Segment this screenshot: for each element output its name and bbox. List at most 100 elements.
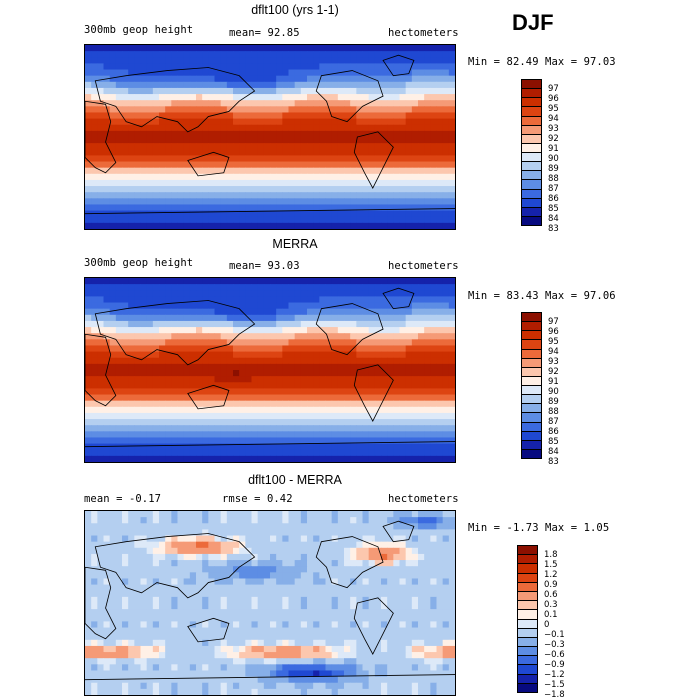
colorbar-tick-label: −0.9 [544,659,565,670]
colorbar-swatch [518,546,537,556]
colorbar-tick-label: −0.3 [544,639,565,650]
colorbar-tick-label: 92 [548,366,559,377]
colorbar-tick-label: 83 [548,456,559,467]
coastline [85,441,455,448]
panel-1-mean-label: mean= 92.85 [229,27,300,39]
colorbar-swatch [522,386,541,396]
colorbar-swatch [522,395,541,405]
colorbar-tick-label: 0.3 [544,599,558,610]
coastline [94,533,256,599]
colorbar-tick-label: −1.2 [544,669,565,680]
panel-2-colorbar [521,312,542,459]
coastline [353,364,394,423]
panel-2-variable-label: 300mb geop height [84,257,194,269]
colorbar-tick-label: −1.8 [544,689,565,700]
colorbar-swatch [518,601,537,611]
colorbar-tick-label: 0.6 [544,589,558,600]
panel-1-title: dflt100 (yrs 1-1) [251,3,339,17]
colorbar-swatch [518,637,537,648]
colorbar-swatch [522,422,541,432]
coastline [187,384,230,410]
panel-3-colorbar-labels: 1.8 1.5 1.2 0.9 0.6 0.3 0.1 0 −0.1 −0.3 −0.6 −0.9 −1… [544,549,565,700]
coastline [315,303,384,356]
colorbar-tick-label: 93 [548,123,559,134]
colorbar-swatch [522,404,541,414]
colorbar-tick-label: 1.5 [544,559,558,570]
colorbar-tick-label: 97 [548,83,559,94]
coastline [85,674,455,681]
coastline [382,287,415,310]
panel-3-mean-label: mean = -0.17 [84,493,162,505]
colorbar-tick-label: 94 [548,113,559,124]
colorbar-swatch [522,331,541,341]
colorbar-swatch [518,582,537,592]
colorbar-tick-label: 88 [548,173,559,184]
panel-1-map [84,44,456,230]
colorbar-tick-label: 87 [548,416,559,427]
colorbar-tick-label: 91 [548,376,559,387]
coastline [85,566,117,640]
colorbar-swatch [522,134,541,144]
coastline [187,617,230,643]
colorbar-tick-label: 1.8 [544,549,558,560]
colorbar-tick-label: 94 [548,346,559,357]
colorbar-tick-label: 87 [548,183,559,194]
coastline [187,151,230,177]
colorbar-swatch [522,189,541,199]
colorbar-swatch [522,376,541,386]
colorbar-swatch [522,80,541,90]
colorbar-swatch [522,413,541,423]
colorbar-swatch [518,628,537,638]
colorbar-tick-label: 0 [544,619,550,630]
panel-1-min-max: Min = 82.49 Max = 97.03 [468,56,616,68]
panel-2-mean-label: mean= 93.03 [229,260,300,272]
colorbar-swatch [522,98,541,108]
coastline [85,208,455,215]
colorbar-tick-label: 90 [548,153,559,164]
colorbar-swatch [518,656,537,666]
colorbar-tick-label: 95 [548,336,559,347]
colorbar-tick-label: 84 [548,213,559,224]
panel-1-colorbar [521,79,542,226]
colorbar-swatch [522,171,541,181]
coastline [353,597,394,656]
colorbar-tick-label: 91 [548,143,559,154]
colorbar-tick-label: 85 [548,203,559,214]
colorbar-tick-label: 90 [548,386,559,397]
colorbar-tick-label: 0.1 [544,609,558,620]
colorbar-swatch [522,216,541,225]
colorbar-tick-label: −1.5 [544,679,565,690]
colorbar-tick-label: 85 [548,436,559,447]
colorbar-swatch [522,431,541,441]
colorbar-tick-label: 1.2 [544,569,558,580]
coastline [353,131,394,190]
colorbar-swatch [522,207,541,217]
colorbar-swatch [518,564,537,574]
panel-1-units-label: hectometers [388,27,459,39]
colorbar-swatch [522,198,541,208]
colorbar-swatch [522,322,541,332]
colorbar-swatch [518,591,537,602]
colorbar-swatch [518,665,537,675]
colorbar-swatch [518,555,537,565]
colorbar-tick-label: 89 [548,396,559,407]
colorbar-tick-label: 86 [548,426,559,437]
colorbar-tick-label: 97 [548,316,559,327]
coastline [94,300,256,366]
coastline [382,520,415,543]
panel-3-colorbar [517,545,538,693]
colorbar-swatch [522,349,541,359]
colorbar-swatch [522,143,541,153]
colorbar-tick-label: 88 [548,406,559,417]
colorbar-swatch [522,116,541,126]
colorbar-swatch [522,153,541,163]
colorbar-tick-label: 0.9 [544,579,558,590]
coastline [315,536,384,589]
colorbar-swatch [518,610,537,620]
colorbar-swatch [522,180,541,190]
colorbar-swatch [518,647,537,657]
colorbar-swatch [518,683,537,692]
colorbar-swatch [522,125,541,135]
colorbar-tick-label: 86 [548,193,559,204]
coastline [382,54,415,77]
